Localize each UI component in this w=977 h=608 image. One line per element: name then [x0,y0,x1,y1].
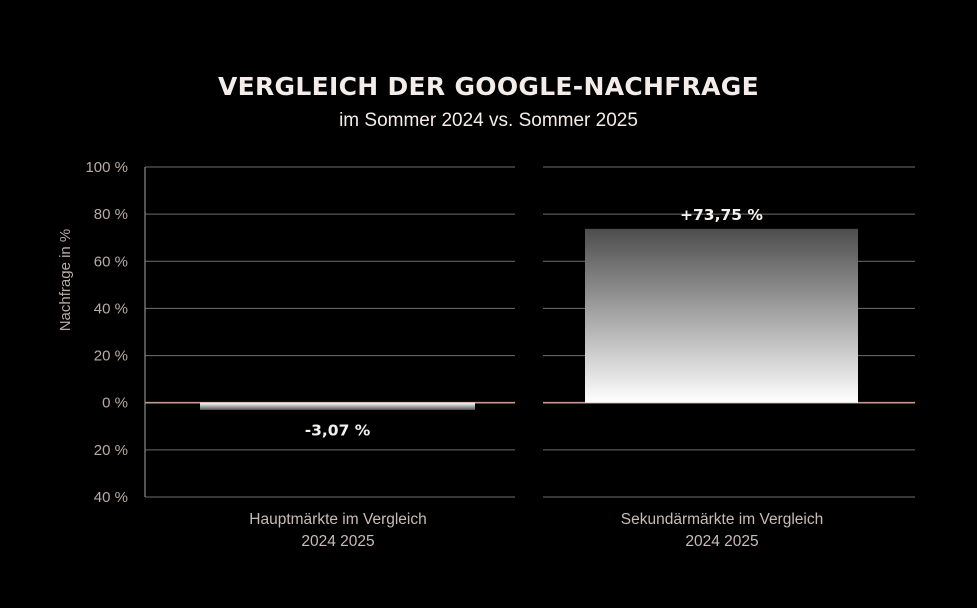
bar-1 [200,402,475,410]
chart-subtitle: im Sommer 2024 vs. Sommer 2025 [339,110,638,131]
chart-title: VERGLEICH DER GOOGLE-NACHFRAGE [217,72,759,101]
x-category-label: Hauptmärkte im Vergleich [249,511,426,528]
y-tick-label: 40 % [94,300,128,317]
y-tick-label: 40 % [94,489,128,506]
x-category-label: Sekundärmärkte im Vergleich [621,511,823,528]
y-axis-label: Nachfrage in % [57,229,74,332]
x-category-sublabel: 2024 2025 [301,533,374,550]
data-label: -3,07 % [305,422,371,440]
x-category-sublabel: 2024 2025 [685,533,758,550]
y-tick-label: 20 % [94,348,128,365]
y-tick-label: 60 % [94,253,128,270]
y-tick-label: 20 % [94,442,128,459]
bar-2 [585,228,858,403]
y-tick-label: 100 % [85,159,128,176]
data-label: +73,75 % [680,206,763,224]
y-tick-label: 80 % [94,206,128,223]
y-tick-label: 0 % [102,395,128,412]
